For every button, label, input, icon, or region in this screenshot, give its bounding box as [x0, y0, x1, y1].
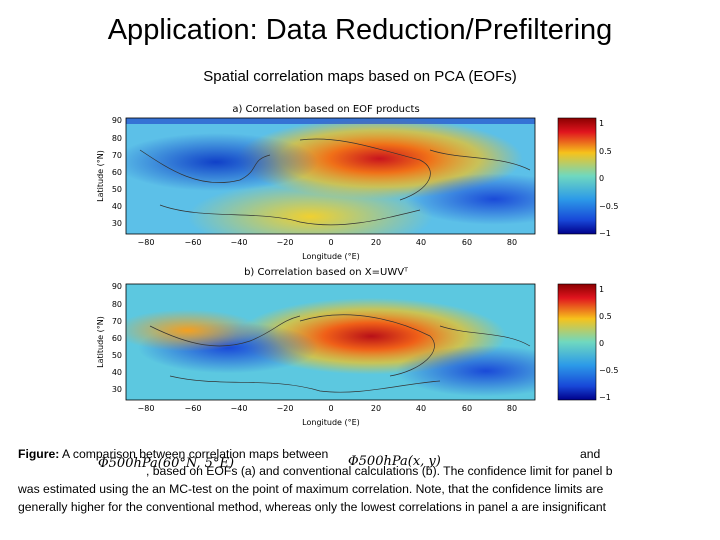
cbar-a-tick: 1 — [599, 119, 604, 128]
lat-tick: 30 — [112, 219, 122, 228]
slide-subtitle: Spatial correlation maps based on PCA (E… — [203, 68, 517, 85]
lat-tick: 70 — [112, 317, 122, 326]
colorbar-a: 1 0.5 0 −0.5 −1 — [557, 117, 618, 238]
lon-tick: 60 — [462, 238, 472, 247]
lon-tick: 20 — [371, 238, 381, 247]
caption-label: Figure: — [18, 447, 60, 461]
cbar-a-tick: 0.5 — [599, 147, 612, 156]
cbar-a-tick: −0.5 — [599, 202, 618, 211]
lon-tick: −40 — [231, 404, 248, 413]
lat-ticks-b: 90 80 70 60 50 40 30 — [112, 282, 122, 394]
lat-ticks-a: 90 80 70 60 50 40 30 — [112, 116, 122, 228]
cbar-b-tick: 1 — [599, 285, 604, 294]
lon-tick: 80 — [507, 238, 517, 247]
lat-tick: 90 — [112, 116, 122, 125]
lon-tick: −20 — [277, 404, 294, 413]
lon-tick: −60 — [185, 404, 202, 413]
colorbar-b: 1 0.5 0 −0.5 −1 — [557, 283, 618, 402]
cbar-b-tick: 0 — [599, 339, 604, 348]
lat-tick: 80 — [112, 300, 122, 309]
lat-tick: 70 — [112, 151, 122, 160]
caption-symbol-2: Φ500hPa(x, y) — [348, 454, 441, 469]
lon-tick: 40 — [416, 238, 426, 247]
cbar-b-tick: 0.5 — [599, 312, 612, 321]
panel-b-map: 1 0.5 0 −0.5 −1 90 80 70 60 50 40 30 −80… — [96, 282, 618, 427]
lon-tick: −80 — [138, 404, 155, 413]
lon-ticks-b: −80 −60 −40 −20 0 20 40 60 80 — [138, 404, 518, 413]
lat-tick: 50 — [112, 351, 122, 360]
lon-tick: −60 — [185, 238, 202, 247]
lat-tick: 90 — [112, 282, 122, 291]
caption-text-3: was estimated using the an MC-test on th… — [18, 482, 604, 496]
lat-tick: 40 — [112, 202, 122, 211]
panel-a-title: a) Correlation based on EOF products — [232, 104, 420, 115]
lon-tick: 40 — [416, 404, 426, 413]
caption-text-4: generally higher for the conventional me… — [18, 500, 607, 514]
lat-tick: 60 — [112, 168, 122, 177]
lon-tick: 0 — [328, 238, 333, 247]
lon-tick: −40 — [231, 238, 248, 247]
panel-a-map: 1 0.5 0 −0.5 −1 90 80 70 60 50 40 30 −80… — [96, 116, 618, 261]
ylabel-b: Latitude (°N) — [96, 316, 105, 368]
lon-tick: 20 — [371, 404, 381, 413]
slide-title: Application: Data Reduction/Prefiltering — [107, 14, 613, 46]
lat-tick: 80 — [112, 134, 122, 143]
cbar-b-tick: −1 — [599, 393, 611, 402]
panel-b-title: b) Correlation based on X=UWVᵀ — [244, 267, 408, 278]
lon-tick: −80 — [138, 238, 155, 247]
caption-text-1a: A comparison between correlation maps be… — [62, 447, 329, 461]
caption-text-1b: and — [580, 447, 601, 461]
cbar-a-tick: −1 — [599, 229, 611, 238]
lon-ticks-a: −80 −60 −40 −20 0 20 40 60 80 — [138, 238, 518, 247]
ylabel-a: Latitude (°N) — [96, 150, 105, 202]
lat-tick: 60 — [112, 334, 122, 343]
lon-tick: 80 — [507, 404, 517, 413]
lat-tick: 30 — [112, 385, 122, 394]
lat-tick: 40 — [112, 368, 122, 377]
lon-tick: −20 — [277, 238, 294, 247]
lat-tick: 50 — [112, 185, 122, 194]
lon-tick: 60 — [462, 404, 472, 413]
cbar-a-tick: 0 — [599, 174, 604, 183]
lon-tick: 0 — [328, 404, 333, 413]
correlation-field-a — [126, 118, 535, 234]
correlation-field-b — [126, 284, 535, 400]
cbar-b-tick: −0.5 — [599, 366, 618, 375]
xlabel-b: Longitude (°E) — [302, 418, 360, 427]
caption-text-2: , based on EOFs (a) and conventional cal… — [146, 464, 613, 478]
xlabel-a: Longitude (°E) — [302, 252, 360, 261]
caption-symbol-1: Φ500hPa(60°N, 5°E) — [98, 456, 235, 471]
